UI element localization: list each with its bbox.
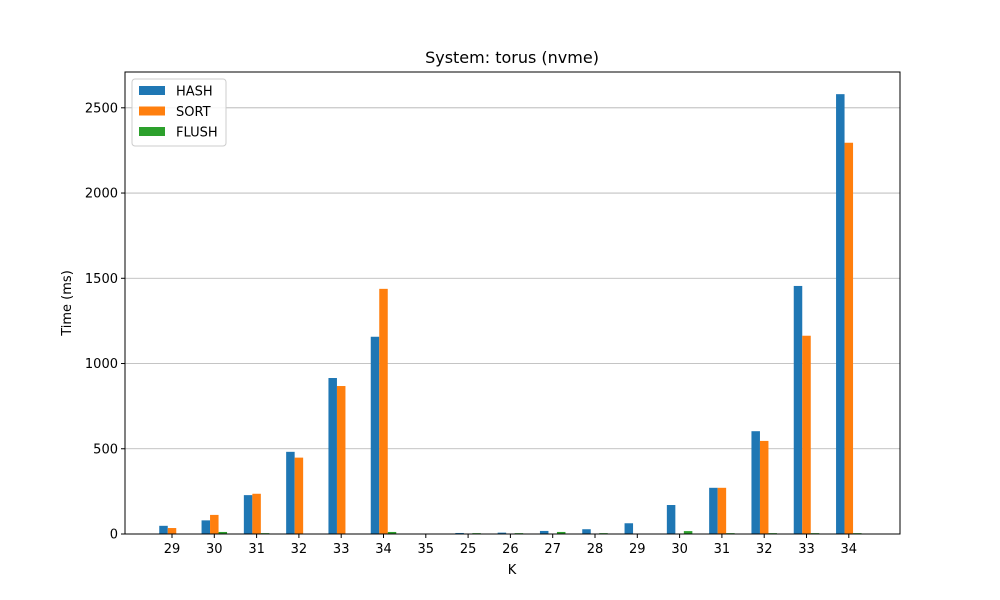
- x-tick-label: 28: [587, 542, 604, 557]
- legend-label: FLUSH: [176, 126, 218, 141]
- bar-hash: [201, 520, 211, 534]
- legend-swatch-flush: [139, 127, 165, 136]
- bar-hash: [666, 505, 676, 534]
- bar-sort: [294, 457, 304, 534]
- x-tick-label: 34: [841, 542, 858, 557]
- bar-hash: [709, 487, 718, 534]
- y-tick-label: 2000: [85, 187, 118, 202]
- y-tick-label: 1500: [85, 272, 118, 287]
- bar-hash: [370, 336, 380, 534]
- bar-hash: [539, 530, 549, 534]
- x-axis: 29 30 31 32 33 34 35 25 26 27 28 29 30 31 32 33 34: [164, 534, 857, 557]
- bar-hash: [836, 94, 845, 535]
- x-tick-label: 33: [333, 542, 350, 557]
- y-tick-label: 2500: [85, 101, 118, 116]
- bar-flush: [387, 531, 397, 534]
- x-tick-label: 35: [418, 542, 435, 557]
- bar-sort: [802, 335, 811, 534]
- bar-hash: [455, 532, 464, 534]
- x-tick-label: 33: [798, 542, 815, 557]
- bar-hash: [328, 378, 337, 534]
- bar-sort: [844, 142, 854, 534]
- x-tick-label: 32: [756, 542, 773, 557]
- chart-title: System: torus (nvme): [425, 48, 599, 67]
- x-axis-label: K: [508, 563, 517, 578]
- bar-sort: [167, 528, 177, 534]
- bar-hash: [751, 431, 760, 534]
- y-tick-label: 500: [93, 442, 118, 457]
- x-tick-label: 34: [375, 542, 392, 557]
- x-tick-label: 27: [544, 542, 561, 557]
- x-tick-label: 30: [671, 542, 688, 557]
- legend-label: SORT: [176, 105, 211, 120]
- bar-sort: [210, 514, 219, 534]
- bar-hash: [624, 523, 634, 534]
- x-tick-label: 31: [248, 542, 265, 557]
- x-tick-label: 26: [502, 542, 519, 557]
- bar-flush: [218, 531, 228, 534]
- bar-hash: [793, 285, 803, 534]
- bar-flush: [683, 531, 693, 534]
- plot-frame: [124, 71, 901, 535]
- x-tick-label: 29: [629, 542, 646, 557]
- x-tick-label: 30: [206, 542, 223, 557]
- legend: HASH SORT FLUSH: [131, 78, 227, 147]
- y-axis: 0 500 1000 1500 2000 2500: [85, 101, 125, 543]
- bar-sort: [336, 386, 346, 534]
- bar-hash: [582, 529, 591, 534]
- bar-hash: [243, 495, 253, 534]
- bar-sort: [252, 493, 261, 534]
- y-axis-label: Time (ms): [60, 270, 75, 337]
- legend-swatch-sort: [139, 106, 165, 116]
- legend-label: HASH: [176, 85, 213, 100]
- grid-lines: [125, 107, 900, 450]
- bar-flush: [556, 531, 566, 534]
- bar-sort: [759, 440, 769, 534]
- bar-hash: [159, 525, 168, 534]
- bar-hash: [497, 532, 507, 534]
- x-tick-label: 32: [291, 542, 308, 557]
- x-tick-label: 29: [164, 542, 181, 557]
- bar-hash: [286, 451, 295, 534]
- bars: [159, 94, 862, 535]
- x-tick-label: 31: [714, 542, 731, 557]
- bar-sort: [717, 487, 727, 534]
- bar-sort: [379, 288, 388, 534]
- legend-swatch-hash: [139, 86, 165, 95]
- x-tick-label: 25: [460, 542, 477, 557]
- y-tick-label: 0: [110, 528, 118, 543]
- y-tick-label: 1000: [85, 357, 118, 372]
